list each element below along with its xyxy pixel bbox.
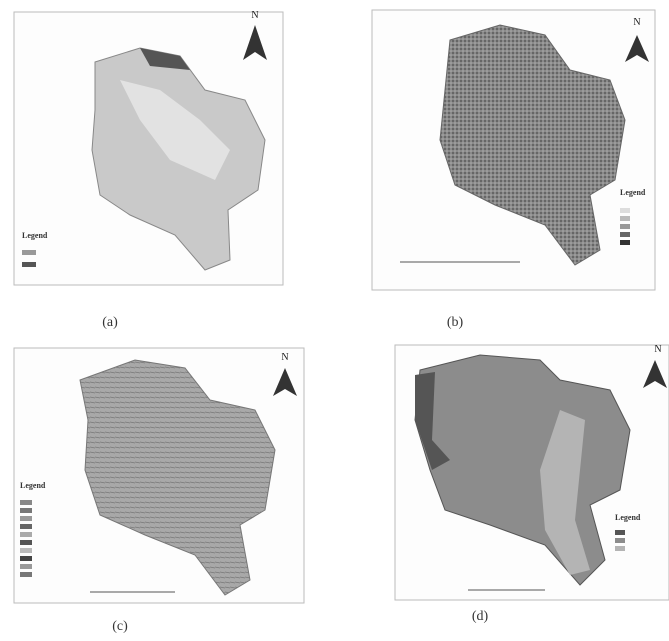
caption: (b) bbox=[447, 315, 464, 330]
legend-swatch bbox=[620, 232, 630, 237]
north-label: N bbox=[281, 352, 288, 363]
north-label: N bbox=[633, 17, 640, 28]
legend-title: Legend bbox=[20, 481, 46, 490]
panel-d: N Legend (d) bbox=[395, 344, 669, 624]
caption: (a) bbox=[102, 315, 118, 330]
legend-swatch bbox=[620, 224, 630, 229]
legend-swatch bbox=[620, 240, 630, 245]
legend-swatch bbox=[615, 546, 625, 551]
legend-swatch bbox=[615, 530, 625, 535]
legend-swatch bbox=[615, 538, 625, 543]
caption: (d) bbox=[472, 609, 489, 624]
legend-swatch bbox=[620, 208, 630, 213]
legend-swatch bbox=[22, 262, 36, 267]
legend-title: Legend bbox=[22, 231, 48, 240]
legend-swatch bbox=[22, 250, 36, 255]
north-label: N bbox=[654, 344, 661, 355]
figure: N Legend (a) N Legend (b) N Legend bbox=[0, 0, 669, 641]
caption: (c) bbox=[112, 619, 128, 634]
panel-c: N Legend (c) bbox=[14, 348, 304, 634]
panel-b: N Legend (b) bbox=[372, 10, 655, 330]
legend-title: Legend bbox=[620, 188, 646, 197]
legend-swatch bbox=[620, 216, 630, 221]
panel-a: N Legend (a) bbox=[14, 10, 283, 330]
legend-title: Legend bbox=[615, 513, 641, 522]
north-label: N bbox=[251, 10, 258, 21]
